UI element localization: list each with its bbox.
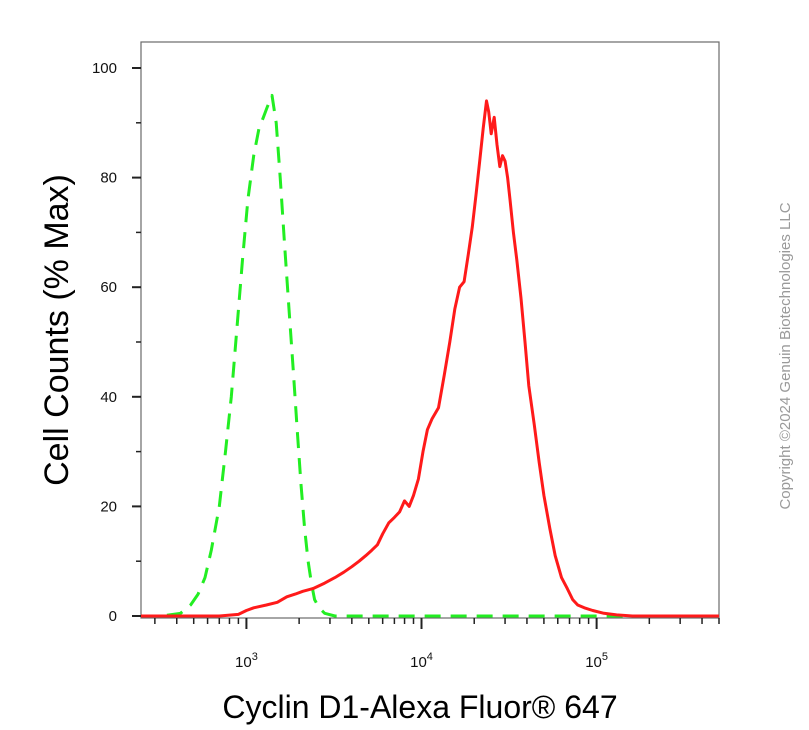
series-line-dashed [141,93,719,618]
y-tick-label: 0 [109,608,117,625]
x-tick-label: 104 [410,651,433,671]
y-tick-label: 40 [100,389,117,406]
y-tick-label: 20 [100,498,117,515]
plot-frame [140,41,720,619]
copyright-text: Copyright ©2024 Genuin Biotechnologies L… [777,202,794,509]
y-axis-title: Cell Counts (% Max) [38,174,76,486]
y-axis: 0 20 40 60 80 100 [92,60,141,625]
x-tick-label: 103 [235,651,258,671]
y-tick-label: 100 [92,60,117,77]
y-tick-label: 80 [100,170,117,187]
x-axis-title: Cyclin D1-Alexa Fluor® 647 [222,689,617,725]
x-tick-label: 105 [585,651,608,671]
series-line-solid [141,99,719,618]
x-axis [154,618,720,629]
series-layer [141,93,719,618]
y-tick-label: 60 [100,279,117,296]
x-tick-labels: 103 104 105 [235,651,608,671]
